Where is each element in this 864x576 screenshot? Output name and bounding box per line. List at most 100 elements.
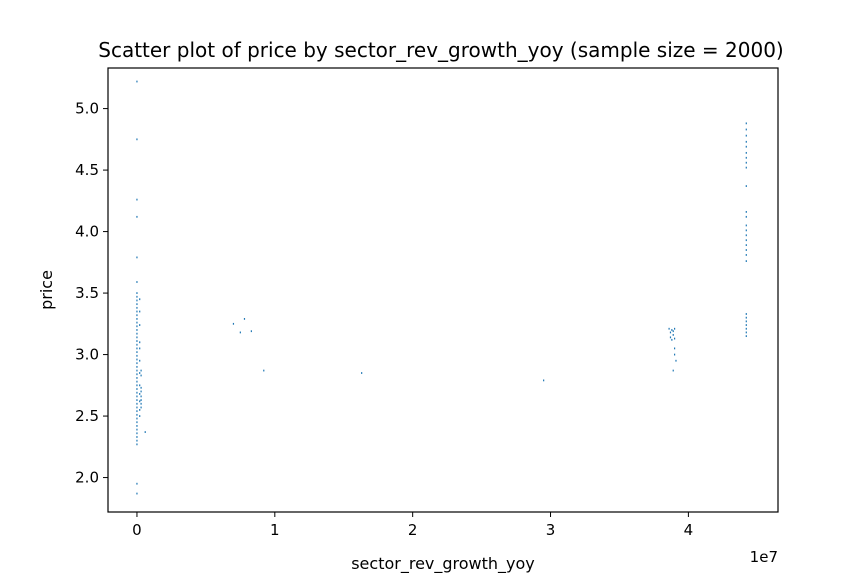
scatter-point bbox=[745, 128, 747, 131]
scatter-point bbox=[136, 354, 138, 357]
scatter-point bbox=[543, 379, 545, 382]
scatter-point bbox=[745, 166, 747, 169]
scatter-point bbox=[136, 388, 138, 390]
scatter-point bbox=[136, 198, 138, 201]
scatter-point bbox=[136, 406, 138, 409]
scatter-point bbox=[745, 185, 747, 187]
scatter-point bbox=[745, 239, 747, 242]
scatter-point bbox=[136, 380, 138, 383]
scatter-point bbox=[136, 432, 138, 435]
x-tick-label: 4 bbox=[684, 521, 694, 539]
y-axis-label: price bbox=[37, 270, 56, 310]
scatter-point bbox=[136, 377, 138, 379]
scatter-point bbox=[745, 244, 747, 247]
scatter-point bbox=[745, 254, 747, 256]
scatter-point bbox=[136, 395, 138, 398]
scatter-point bbox=[136, 318, 138, 320]
scatter-point bbox=[144, 431, 146, 433]
scatter-point bbox=[139, 409, 141, 411]
scatter-point bbox=[136, 413, 138, 416]
scatter-point bbox=[745, 215, 747, 218]
scatter-point bbox=[136, 303, 138, 306]
scatter-point bbox=[745, 145, 747, 148]
scatter-point bbox=[674, 347, 676, 350]
scatter-point bbox=[671, 338, 673, 341]
scatter-point bbox=[139, 298, 141, 301]
scatter-point bbox=[745, 316, 747, 319]
scatter-point bbox=[745, 260, 747, 262]
scatter-point bbox=[136, 138, 138, 141]
scatter-point bbox=[136, 365, 138, 368]
y-tick-label: 4.0 bbox=[75, 223, 99, 241]
scatter-point bbox=[139, 324, 141, 326]
chart-title: Scatter plot of price by sector_rev_grow… bbox=[98, 38, 784, 62]
scatter-point bbox=[745, 156, 747, 159]
scatter-point bbox=[243, 318, 246, 320]
scatter-point bbox=[136, 215, 138, 218]
scatter-point bbox=[745, 313, 747, 315]
x-tick-label: 3 bbox=[546, 521, 556, 539]
x-tick-label: 0 bbox=[132, 521, 142, 539]
scatter-point bbox=[361, 372, 363, 374]
scatter-point bbox=[140, 395, 142, 398]
scatter-point bbox=[745, 134, 747, 137]
scatter-point bbox=[669, 331, 672, 334]
scatter-point bbox=[136, 402, 138, 405]
scatter-point bbox=[136, 314, 138, 317]
y-axis: 2.0 2.5 3.0 3.5 4.0 4.5 5.0 bbox=[75, 100, 108, 487]
y-tick-label: 2.0 bbox=[75, 469, 99, 487]
scatter-point bbox=[136, 351, 138, 354]
scatter-point bbox=[139, 341, 141, 344]
y-tick-label: 3.0 bbox=[75, 346, 99, 364]
scatter-point bbox=[136, 310, 138, 313]
scatter-point bbox=[745, 122, 747, 125]
scatter-point bbox=[136, 306, 138, 309]
scatter-point bbox=[136, 299, 138, 302]
scatter-point bbox=[136, 482, 138, 485]
y-tick-label: 4.5 bbox=[75, 161, 99, 179]
y-tick-label: 3.5 bbox=[75, 284, 99, 302]
scatter-point bbox=[745, 151, 747, 154]
scatter-point bbox=[674, 337, 676, 340]
y-tick-label: 2.5 bbox=[75, 407, 99, 425]
scatter-point bbox=[745, 331, 747, 334]
scatter-point bbox=[140, 374, 142, 377]
scatter-point bbox=[136, 425, 138, 427]
scatter-point bbox=[136, 391, 138, 394]
scatter-point bbox=[139, 400, 141, 403]
scatter-point bbox=[136, 399, 138, 401]
x-axis-label: sector_rev_growth_yoy bbox=[351, 554, 535, 574]
scatter-point bbox=[745, 324, 747, 326]
scatter-point bbox=[136, 295, 138, 298]
scatter-point bbox=[745, 320, 747, 323]
scatter-point bbox=[139, 347, 141, 350]
scatter-point bbox=[745, 161, 747, 164]
scatter-point bbox=[136, 410, 138, 413]
scatter-point bbox=[136, 492, 138, 495]
scatter-point bbox=[672, 330, 674, 333]
scatter-point bbox=[136, 343, 138, 346]
scatter-point bbox=[745, 335, 747, 338]
scatter-point bbox=[140, 402, 142, 405]
scatter-point bbox=[136, 332, 138, 335]
scatter-point bbox=[674, 353, 676, 356]
scatter-point bbox=[671, 329, 673, 331]
scatter-point bbox=[136, 340, 138, 342]
scatter-point bbox=[239, 331, 241, 334]
scatter-point bbox=[669, 336, 672, 339]
scatter-point bbox=[136, 256, 138, 259]
scatter-point bbox=[136, 325, 138, 328]
x-tick-label: 2 bbox=[408, 521, 418, 539]
scatter-point bbox=[250, 330, 252, 333]
scatter-point bbox=[136, 336, 138, 339]
scatter-point bbox=[139, 415, 141, 417]
plot-area bbox=[136, 80, 747, 495]
scatter-point bbox=[140, 406, 142, 409]
scatter-point bbox=[140, 386, 142, 389]
x-axis: 0 1 2 3 4 bbox=[132, 512, 693, 539]
scatter-point bbox=[136, 281, 138, 283]
scatter-point bbox=[139, 384, 141, 387]
scatter-point bbox=[136, 439, 138, 442]
scatter-point bbox=[136, 347, 138, 350]
